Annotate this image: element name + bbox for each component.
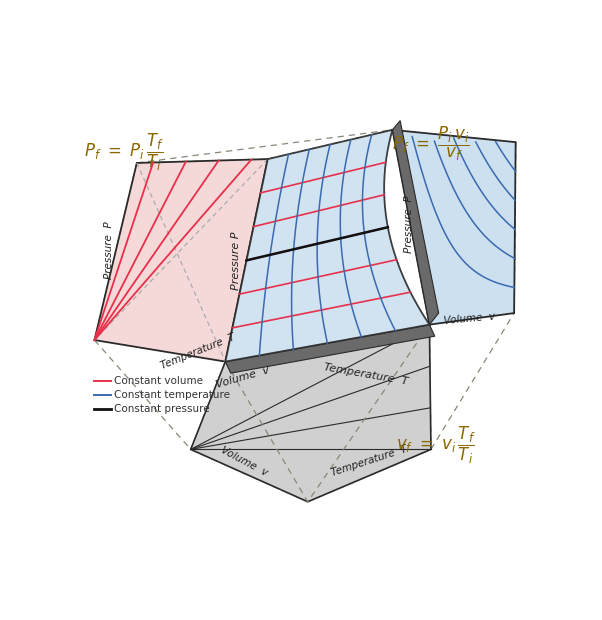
Polygon shape: [393, 130, 516, 325]
Text: Constant temperature: Constant temperature: [114, 390, 230, 400]
Text: Volume  v: Volume v: [443, 312, 495, 327]
Polygon shape: [95, 159, 268, 361]
Text: $P_f\ =\ P_i\,\dfrac{T_f}{T_i}$: $P_f\ =\ P_i\,\dfrac{T_f}{T_i}$: [84, 132, 164, 174]
Text: Constant volume: Constant volume: [114, 376, 203, 386]
Polygon shape: [393, 121, 439, 325]
Text: Pressure  P: Pressure P: [104, 221, 114, 279]
Polygon shape: [225, 130, 429, 361]
Polygon shape: [225, 325, 435, 373]
Text: Temperature  T: Temperature T: [160, 332, 237, 371]
Text: Pressure  P: Pressure P: [405, 196, 414, 254]
Polygon shape: [191, 325, 431, 502]
Text: $P_f\ =\ \dfrac{P_i\,v_i}{v_f}$: $P_f\ =\ \dfrac{P_i\,v_i}{v_f}$: [393, 125, 470, 162]
Text: Volume  v: Volume v: [214, 365, 270, 389]
Text: Temperature  T: Temperature T: [323, 362, 408, 387]
Text: Temperature  T: Temperature T: [330, 444, 409, 478]
Text: Volume  v: Volume v: [220, 445, 270, 478]
Text: Constant pressure: Constant pressure: [114, 404, 209, 414]
Text: Pressure P: Pressure P: [231, 231, 241, 290]
Text: $v_f\ =\ v_i\,\dfrac{T_f}{T_i}$: $v_f\ =\ v_i\,\dfrac{T_f}{T_i}$: [396, 425, 476, 466]
